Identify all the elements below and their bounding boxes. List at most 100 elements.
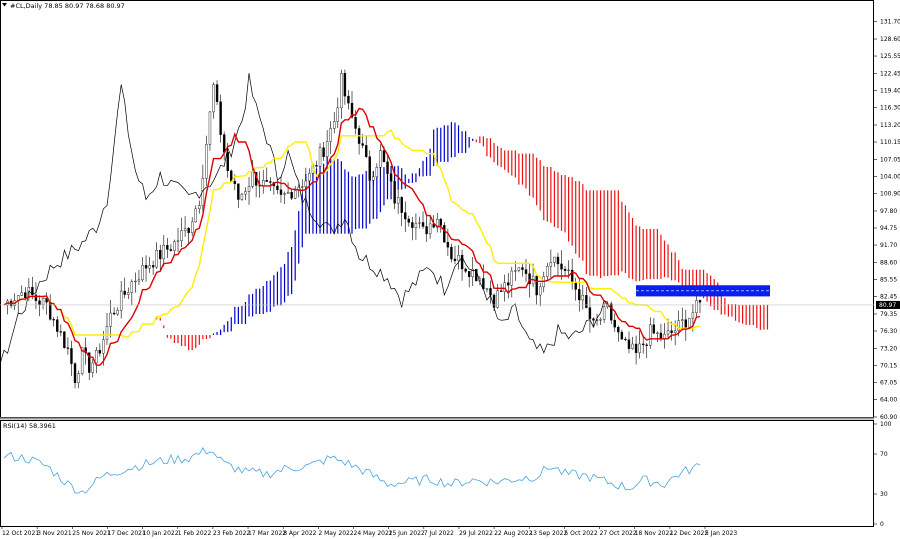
candle-body [574,281,577,290]
candle-body [578,289,581,301]
price-tick-label: 107.05 [880,156,900,163]
price-tick-label: 119.40 [880,87,900,94]
candle-body [460,255,464,270]
candle-body [208,111,212,145]
price-tick-label: 125.55 [880,53,900,60]
candle-body [34,294,38,301]
candle-body [112,312,116,315]
candle-body [347,95,350,104]
candle-body [475,268,478,282]
candle-body [98,349,102,354]
time-tick-label: 5 Jan 2023 [705,530,737,537]
candle-body [88,352,91,373]
candle-body [45,298,48,303]
candle-body [66,347,70,349]
candle-body [230,170,233,182]
candle-body [464,268,467,272]
candle-body [183,228,187,231]
price-tick-label: 97.80 [880,208,897,215]
time-tick-label: 25 Nov 2021 [72,530,111,537]
candle-body [240,193,244,200]
price-tick-label: 94.75 [880,225,897,232]
candle-body [688,317,691,328]
candle-body [354,116,357,129]
candle-body [567,269,570,272]
candle-body [404,212,407,220]
price-tick-label: 104.00 [880,173,900,180]
candle-body [123,290,126,295]
candle-body [318,147,322,167]
candle-body [496,290,499,308]
symbol-dropdown-icon[interactable] [2,3,7,7]
candle-body [137,279,141,282]
candle-body [507,282,510,286]
candle-body [336,107,339,122]
candle-body [59,331,63,333]
candle-body [361,143,364,146]
candle-body [414,222,418,228]
candle-body [485,288,489,290]
candle-body [41,298,45,305]
candle-body [517,267,521,271]
candle-body [365,145,368,157]
candle-body [73,363,77,383]
candle-body [127,292,130,295]
candle-body [24,292,27,299]
candle-body [116,310,119,315]
candle-body [159,249,162,260]
rsi-label: RSI(14) 58.3961 [3,422,56,430]
candle-body [656,332,659,334]
candle-body [151,265,155,268]
candle-body [162,245,165,260]
candle-body [70,348,73,364]
candle-body [233,180,237,184]
candle-body [325,141,329,157]
price-tick-label: 64.00 [880,397,897,404]
candle-body [467,271,471,278]
candle-body [610,303,613,321]
candle-body [20,292,23,296]
candle-body [191,221,194,233]
candle-body [80,347,84,374]
candle-body [471,268,474,278]
rsi-line [3,446,701,494]
time-tick-label: 29 Jul 2022 [459,530,493,537]
time-tick-label: 27 Oct 2022 [600,530,637,537]
candle-body [652,324,656,334]
candle-body [194,208,197,223]
candle-body [38,300,41,305]
candle-body [684,319,687,328]
candle-body [301,186,304,188]
candle-body [322,147,325,157]
candle-body [91,362,94,373]
candle-body [144,265,148,269]
price-tick-label: 73.20 [880,345,897,352]
candle-body [510,270,513,286]
candle-body [222,134,226,153]
rsi-pane-frame [0,420,874,527]
candle-body [673,330,677,333]
candle-body [251,172,254,187]
candle-body [698,300,702,303]
candle-body [599,319,602,321]
candle-body [670,330,673,333]
candle-body [329,128,332,142]
candle-body [400,197,403,213]
rsi-tick-label: 70 [880,451,888,458]
candle-body [663,333,666,339]
candle-body [521,267,524,270]
price-tick-label: 67.05 [880,380,897,387]
price-tick-label: 60.90 [880,414,897,421]
time-tick-label: 5 Oct 2022 [564,530,597,537]
price-tick-label: 70.15 [880,362,897,369]
chart-symbol-label: #CL,Daily 78.85 80.97 78.68 80.97 [10,2,125,10]
rsi-axis: 100 70 30 0 [873,421,892,528]
candle-body [215,84,219,102]
price-tick-label: 100.90 [880,191,900,198]
candle-body [389,173,393,182]
candle-body [457,255,460,261]
candle-body [308,173,311,182]
candle-body [627,339,631,349]
candle-body [681,319,684,321]
